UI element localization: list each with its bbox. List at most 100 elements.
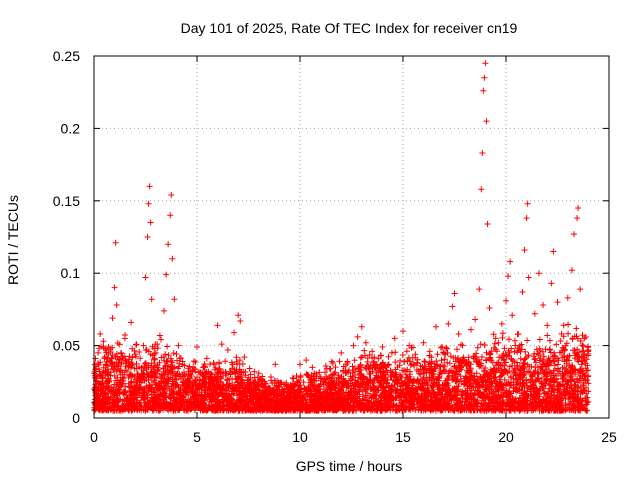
data-point [451, 290, 458, 297]
data-point [231, 329, 238, 336]
data-point [449, 303, 456, 310]
y-tick-label: 0 [72, 410, 80, 426]
y-tick-label: 0.15 [53, 193, 80, 209]
x-tick-label: 0 [90, 429, 98, 445]
data-point [206, 375, 213, 382]
data-point [550, 248, 557, 255]
data-point [426, 348, 433, 355]
data-point [309, 364, 316, 371]
data-point [507, 258, 514, 265]
data-point [467, 326, 474, 333]
data-point [577, 286, 584, 293]
data-point [165, 241, 172, 248]
noise-band-path [91, 321, 592, 414]
data-point [544, 322, 551, 329]
data-point [194, 344, 200, 351]
data-point [519, 289, 526, 296]
data-point [338, 349, 345, 356]
data-point [503, 297, 509, 304]
data-point [400, 328, 406, 335]
data-point [481, 74, 488, 81]
data-point [237, 317, 244, 324]
data-point [498, 320, 505, 327]
data-point [235, 312, 242, 319]
data-point [482, 60, 489, 67]
data-point [412, 351, 419, 358]
y-tick-label: 0.25 [53, 48, 80, 64]
data-point [369, 348, 376, 355]
data-point [200, 364, 207, 371]
data-point [218, 341, 225, 348]
data-point [486, 304, 493, 311]
data-point [574, 215, 581, 222]
data-point [317, 375, 324, 382]
data-points [92, 60, 592, 398]
data-point [92, 384, 99, 391]
data-point [523, 215, 530, 222]
data-point [284, 386, 291, 393]
data-point [568, 267, 575, 274]
data-point [278, 380, 285, 387]
data-point [535, 270, 542, 277]
data-point [147, 219, 154, 226]
x-tick-label: 25 [601, 429, 617, 445]
data-point [111, 284, 118, 291]
data-point [362, 339, 369, 346]
data-point [156, 332, 163, 339]
x-axis-label: GPS time / hours [296, 458, 403, 474]
data-point [146, 183, 153, 190]
data-point [214, 322, 221, 329]
data-point [439, 344, 446, 351]
data-point [521, 247, 528, 254]
data-point [531, 310, 538, 317]
data-point [168, 192, 175, 199]
data-point [272, 361, 279, 368]
data-point [95, 349, 102, 356]
data-point [140, 342, 147, 349]
data-point [478, 186, 485, 193]
data-point [185, 368, 192, 375]
data-point [479, 150, 486, 157]
data-point [109, 315, 116, 322]
data-point [105, 344, 112, 351]
data-point [145, 200, 152, 207]
data-point [379, 344, 386, 351]
data-point [323, 365, 330, 372]
data-point [99, 374, 106, 381]
data-point [560, 322, 567, 329]
chart-title: Day 101 of 2025, Rate Of TEC Index for r… [181, 20, 518, 36]
data-point [344, 358, 351, 365]
data-point [476, 286, 483, 293]
data-point [112, 239, 119, 246]
data-point [152, 349, 159, 356]
data-point [492, 335, 499, 342]
y-tick-label: 0.1 [61, 265, 81, 281]
data-point [179, 358, 186, 365]
data-point [297, 361, 303, 368]
noise-band-markers [91, 321, 592, 414]
data-point [432, 323, 439, 330]
data-point [375, 355, 382, 362]
x-tick-label: 20 [498, 429, 514, 445]
data-point [113, 302, 120, 309]
x-tick-label: 10 [292, 429, 308, 445]
data-point [247, 371, 254, 378]
data-point [420, 339, 427, 346]
data-point [117, 367, 124, 374]
data-point [292, 381, 299, 388]
data-point [136, 373, 143, 380]
grid-lines [94, 56, 609, 418]
data-point [350, 342, 357, 349]
data-point [329, 359, 336, 366]
data-point [163, 271, 170, 278]
data-point [261, 380, 268, 387]
data-point [548, 280, 555, 287]
data-point [472, 316, 479, 323]
data-point [581, 335, 588, 342]
data-point [241, 354, 248, 361]
data-point [128, 319, 135, 326]
y-tick-label: 0.05 [53, 338, 80, 354]
data-point [167, 212, 174, 219]
data-point [210, 359, 217, 366]
